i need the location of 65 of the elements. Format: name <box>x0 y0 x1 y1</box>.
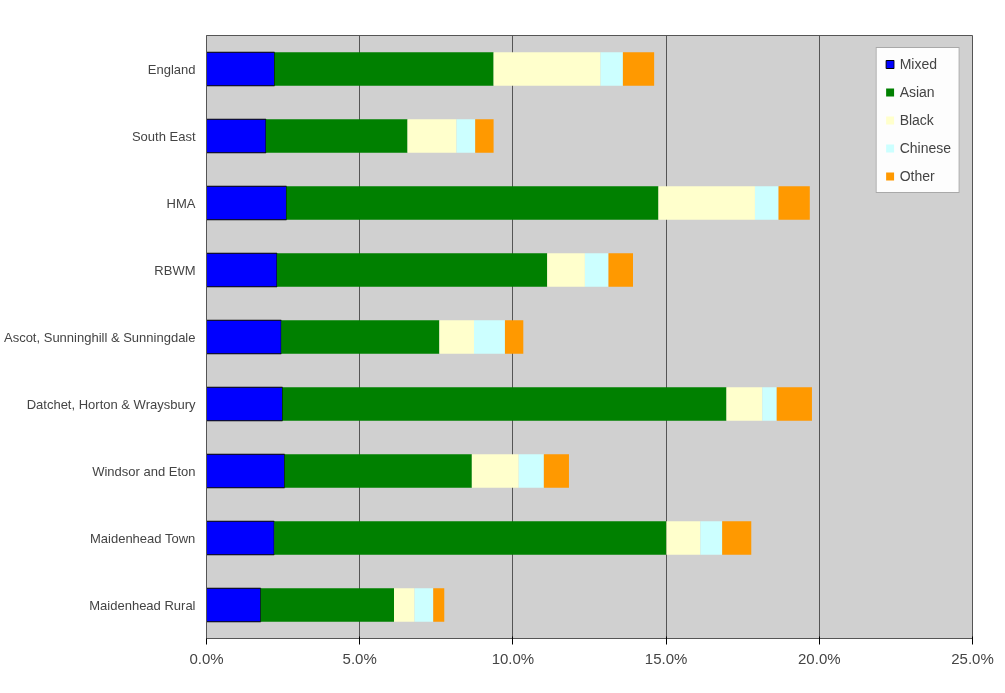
bar <box>776 387 812 421</box>
bar <box>584 253 609 287</box>
x-tick-label: 5.0% <box>342 649 377 667</box>
bar <box>281 320 440 354</box>
legend-label: Mixed <box>899 56 937 72</box>
bar <box>456 119 476 153</box>
bar <box>778 186 810 220</box>
bar <box>754 186 779 220</box>
legend-label: Asian <box>899 84 935 100</box>
bar <box>206 185 287 221</box>
y-tick-label: Maidenhead Town <box>89 530 196 546</box>
y-tick-label: England <box>147 61 196 77</box>
bar <box>274 52 494 86</box>
bar <box>206 587 262 623</box>
y-tick-label: Ascot, Sunninghill & Sunningdale <box>3 329 196 345</box>
bar <box>493 52 601 86</box>
x-tick-label: 25.0% <box>951 649 994 667</box>
y-tick-label: Windsor and Eton <box>92 463 196 479</box>
bar <box>471 454 519 488</box>
bar <box>407 119 457 153</box>
bar <box>274 521 667 555</box>
bar <box>206 118 267 154</box>
bar <box>206 51 276 87</box>
bar <box>284 454 472 488</box>
bar <box>282 387 727 421</box>
bar <box>433 588 445 622</box>
y-tick-label: RBWM <box>154 262 196 278</box>
bar <box>276 253 548 287</box>
bar <box>658 186 755 220</box>
x-tick-label: 0.0% <box>189 649 224 667</box>
bar <box>206 386 283 422</box>
bar <box>547 253 585 287</box>
bar <box>206 252 278 288</box>
bar <box>473 320 505 354</box>
legend-label: Chinese <box>899 140 951 156</box>
bar <box>260 588 395 622</box>
bar <box>206 319 282 355</box>
bar <box>206 520 275 556</box>
bar <box>608 253 634 287</box>
x-tick-label: 20.0% <box>798 649 841 667</box>
bar <box>439 320 474 354</box>
bar <box>726 387 763 421</box>
bar <box>414 588 434 622</box>
bar <box>394 588 415 622</box>
bar <box>265 119 408 153</box>
y-tick-label: Maidenhead Rural <box>89 597 196 613</box>
bar <box>504 320 524 354</box>
bar <box>622 52 655 86</box>
bar <box>206 453 286 489</box>
bar <box>518 454 544 488</box>
bar <box>666 521 701 555</box>
y-tick-label: South East <box>131 128 196 144</box>
bar <box>286 186 659 220</box>
x-tick-label: 10.0% <box>491 649 535 667</box>
bar <box>762 387 777 421</box>
y-tick-label: Datchet, Horton & Wraysbury <box>26 396 196 412</box>
legend-label: Black <box>899 112 934 128</box>
y-tick-label: HMA <box>166 195 196 211</box>
bar <box>475 119 494 153</box>
bar <box>600 52 623 86</box>
legend-label: Other <box>899 168 935 184</box>
bar <box>543 454 569 488</box>
bar <box>700 521 723 555</box>
x-tick-label: 15.0% <box>644 649 688 667</box>
bar <box>722 521 752 555</box>
